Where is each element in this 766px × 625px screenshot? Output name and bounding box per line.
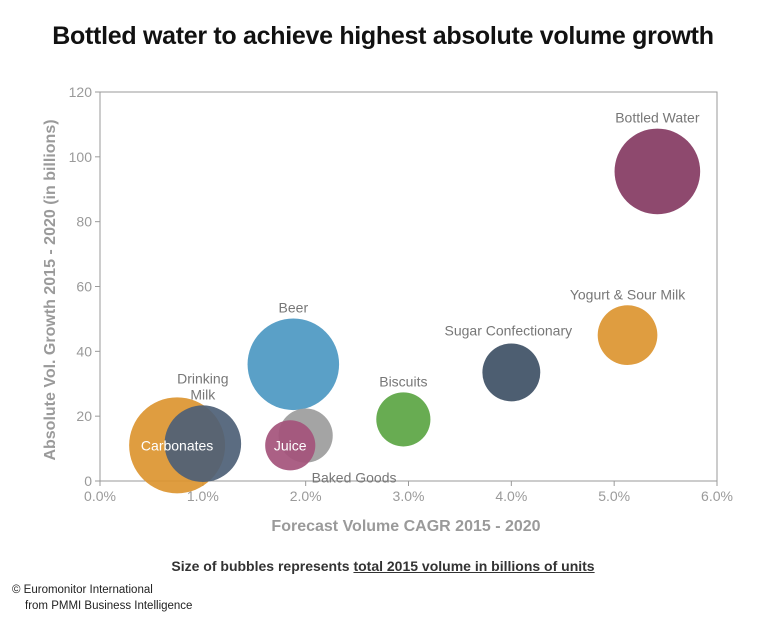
bubble-beer	[247, 318, 340, 411]
x-tick-label: 3.0%	[393, 488, 425, 504]
bubble-label-juice: Juice	[274, 437, 307, 453]
bubble-label-baked-goods: Baked Goods	[312, 470, 397, 486]
bubble-bottled-water	[614, 128, 701, 215]
bubble-yogurt-sour-milk	[597, 305, 658, 365]
y-tick-label: 0	[84, 473, 92, 489]
bubble-label-yogurt-sour-milk: Yogurt & Sour Milk	[570, 286, 686, 302]
bubble-size-note: Size of bubbles represents total 2015 vo…	[0, 558, 766, 574]
y-axis-title: Absolute Vol. Growth 2015 - 2020 (in bil…	[42, 119, 59, 460]
bubble-label-bottled-water: Bottled Water	[615, 110, 700, 126]
bubble-size-note-prefix: Size of bubbles represents	[171, 558, 354, 574]
bubble-label-biscuits: Biscuits	[379, 373, 427, 389]
y-tick-label: 80	[76, 214, 92, 230]
credit-line-1: © Euromonitor International	[12, 584, 153, 596]
y-tick-label: 100	[69, 149, 93, 165]
bubble-label-drinking-milk: Drinking	[177, 370, 228, 386]
y-axis: 0 20 40 60 80 100 120	[69, 84, 100, 489]
bubble-label-drinking-milk: Milk	[190, 386, 216, 402]
bubble-juice	[265, 420, 316, 471]
x-tick-label: 4.0%	[495, 488, 527, 504]
x-tick-label: 2.0%	[290, 488, 322, 504]
bubble-sugar-confectionary	[482, 343, 541, 402]
x-tick-label: 5.0%	[598, 488, 630, 504]
bubbles	[129, 128, 701, 494]
x-tick-label: 6.0%	[701, 488, 733, 504]
y-tick-label: 120	[69, 84, 93, 100]
x-axis: 0.0% 1.0% 2.0% 3.0% 4.0% 5.0% 6.0%	[84, 481, 733, 504]
y-tick-label: 40	[76, 343, 92, 359]
bubble-size-note-underlined: total 2015 volume in billions of units	[353, 558, 595, 574]
x-tick-label: 0.0%	[84, 488, 116, 504]
x-axis-title: Forecast Volume CAGR 2015 - 2020	[271, 518, 540, 535]
y-tick-label: 60	[76, 279, 92, 295]
x-tick-label: 1.0%	[187, 488, 219, 504]
y-tick-label: 20	[76, 408, 92, 424]
bubble-label-sugar-confectionary: Sugar Confectionary	[445, 322, 573, 338]
page-title: Bottled water to achieve highest absolut…	[52, 22, 714, 50]
bubble-label-carbonates: Carbonates	[141, 437, 213, 453]
credit-line-2: from PMMI Business Intelligence	[25, 600, 193, 612]
bubble-label-beer: Beer	[279, 300, 309, 316]
bubble-biscuits	[376, 392, 431, 447]
credit: © Euromonitor International from PMMI Bu…	[12, 582, 192, 614]
bubble-drinking-milk	[164, 405, 242, 483]
